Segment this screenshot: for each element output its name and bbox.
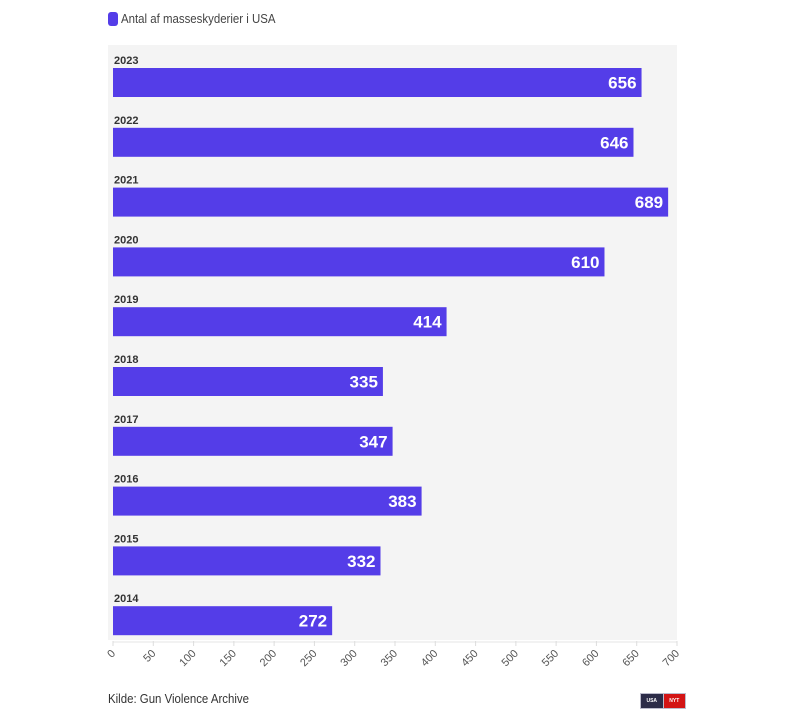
x-tick-label: 400 [419,648,440,669]
legend: Antal af masseskyderier i USA [108,11,297,26]
bar[interactable] [113,367,383,396]
x-tick-label: 350 [379,648,400,669]
bar[interactable] [113,127,634,157]
data-label: 335 [350,373,378,392]
bar[interactable] [113,486,422,516]
category-label: 2019 [114,294,138,306]
x-tick-label: 300 [338,648,359,669]
x-tick-label: 100 [177,648,198,669]
data-label: 347 [359,432,387,451]
legend-swatch [108,11,118,26]
bar[interactable] [113,247,605,277]
category-label: 2021 [114,175,138,187]
x-tick-label: 700 [661,648,682,669]
category-label: 2017 [114,414,138,426]
source-note: Kilde: Gun Violence Archive [108,691,249,706]
x-tick-label: 450 [459,648,480,669]
category-label: 2015 [114,533,138,545]
data-label: 656 [608,74,636,93]
data-label: 610 [571,253,599,272]
bar[interactable] [113,606,333,636]
badge-left: USA [641,694,663,708]
x-tick-label: 200 [258,648,279,669]
bar[interactable] [113,426,393,456]
category-label: 2018 [114,354,138,366]
x-tick-label: 600 [580,648,601,669]
x-tick-label: 550 [540,648,561,669]
x-tick-label: 150 [218,648,239,669]
x-tick-label: 50 [141,648,158,665]
x-tick-label: 250 [298,648,319,669]
category-label: 2020 [114,234,138,246]
bar[interactable] [113,68,642,97]
legend-label: Antal af masseskyderier i USA [121,11,276,26]
category-label: 2022 [114,115,138,127]
category-label: 2023 [114,55,138,67]
data-label: 332 [347,552,375,571]
data-label: 646 [600,133,628,152]
data-label: 414 [413,313,442,332]
publisher-badge: USA NYT [640,693,686,709]
x-tick-label: 500 [500,648,521,669]
category-label: 2014 [114,593,139,605]
data-label: 272 [299,612,327,631]
badge-right: NYT [663,694,685,708]
x-tick-label: 0 [105,648,118,661]
bar[interactable] [113,187,669,217]
x-tick-label: 650 [620,648,641,669]
data-label: 689 [635,193,663,212]
category-label: 2016 [114,474,138,486]
bar[interactable] [113,307,447,337]
bar[interactable] [113,546,381,576]
data-label: 383 [388,492,416,511]
